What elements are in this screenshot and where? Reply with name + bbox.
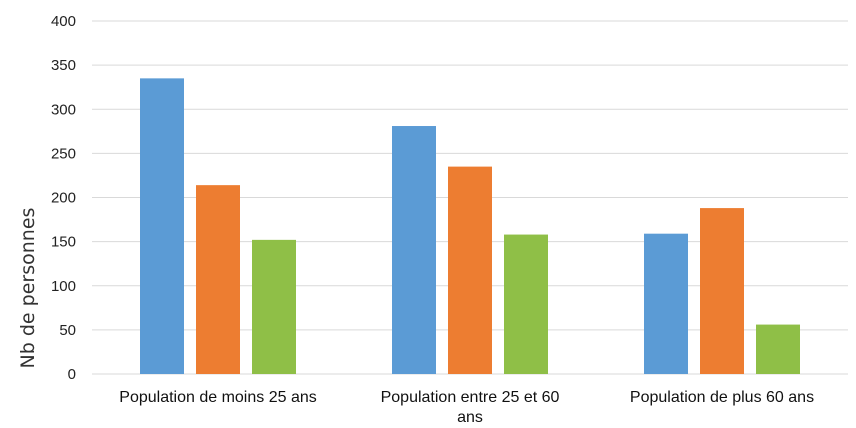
bar [756, 324, 800, 374]
y-tick-label: 300 [51, 101, 76, 118]
bar [392, 126, 436, 374]
x-category-label: Population entre 25 et 60 [381, 389, 560, 406]
y-axis-label: Nb de personnes [17, 208, 39, 369]
y-axis-ticks: 0 50 100 150 200 250 300 350 400 [51, 13, 76, 383]
y-tick-label: 250 [51, 145, 76, 162]
x-category-label: Population de moins 25 ans [119, 389, 316, 406]
x-axis-categories: Population de moins 25 ans Population ent… [119, 389, 814, 426]
bar [700, 208, 744, 374]
x-category-label: Population de plus 60 ans [630, 389, 814, 406]
y-tick-label: 150 [51, 234, 76, 251]
bar [504, 234, 548, 374]
bars [140, 78, 800, 375]
y-tick-label: 100 [51, 278, 76, 295]
y-tick-label: 350 [51, 57, 76, 74]
bar [448, 166, 492, 374]
bar [252, 239, 296, 374]
bar [644, 233, 688, 374]
y-tick-label: 200 [51, 190, 76, 207]
y-tick-label: 400 [51, 13, 76, 30]
x-category-label: ans [457, 409, 483, 426]
bar [196, 185, 240, 374]
bar [140, 78, 184, 375]
y-tick-label: 0 [68, 366, 76, 383]
y-tick-label: 50 [59, 322, 76, 339]
